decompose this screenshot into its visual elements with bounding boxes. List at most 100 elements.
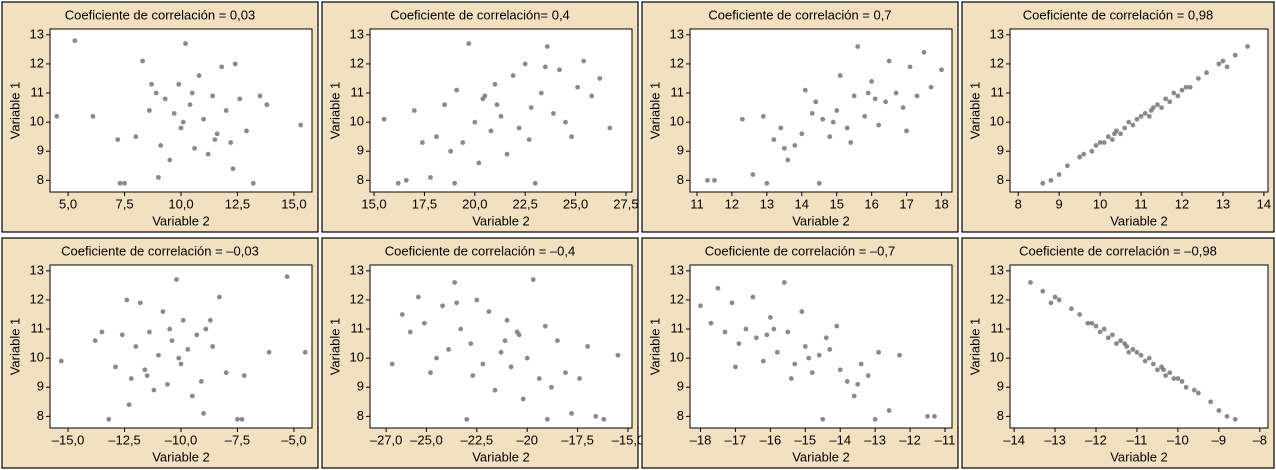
scatter-point (712, 177, 717, 183)
scatter-point (399, 312, 405, 317)
y-tick-label: 11 (351, 84, 365, 99)
scatter-point (133, 344, 139, 349)
x-tick-label: 20,0 (462, 196, 487, 211)
scatter-point (705, 177, 710, 183)
x-tick-label: 14 (1257, 196, 1271, 211)
scatter-point (563, 370, 568, 376)
scatter-point (516, 125, 522, 131)
scatter-point (601, 416, 607, 422)
scatter-point (203, 326, 209, 332)
scatter-point (1161, 367, 1166, 373)
scatter-point (715, 285, 721, 291)
x-tick-label: –13 (864, 432, 886, 447)
scatter-point (1089, 320, 1095, 326)
scatter-point (219, 64, 225, 70)
chart-title: Coeficiente de correlación = 0,03 (65, 7, 255, 22)
scatter-point (876, 122, 882, 128)
scatter-point (178, 125, 184, 131)
y-tick-label: 9 (997, 379, 1004, 394)
x-tick-label: –12,5 (108, 432, 141, 447)
y-tick-label: 12 (990, 55, 1004, 70)
scatter-point (820, 416, 826, 422)
scatter-point (216, 294, 222, 300)
scatter-point (544, 416, 550, 422)
x-tick-label: –22,5 (461, 432, 494, 447)
scatter-point (1130, 347, 1136, 352)
scatter-point (137, 300, 143, 306)
scatter-point (848, 140, 854, 145)
scatter-point (834, 323, 840, 329)
scatter-point (855, 44, 861, 49)
scatter-point (498, 113, 504, 119)
scatter-point (486, 309, 492, 314)
scatter-point (230, 166, 236, 172)
scatter-point (151, 387, 157, 393)
scatter-point (180, 119, 186, 125)
scatter-point (1150, 361, 1156, 367)
x-tick-label: –27,0 (370, 432, 403, 447)
scatter-point (210, 93, 216, 99)
scatter-point (207, 317, 213, 323)
x-tick-label: –11 (1127, 432, 1148, 447)
scatter-point (472, 119, 478, 125)
scatter-point (698, 303, 703, 309)
scatter-point (183, 41, 188, 46)
scatter-point (508, 364, 514, 370)
scatter-point (872, 96, 878, 102)
chart-panel: Coeficiente de correlación = 0,7 11 12 13 14… (641, 1, 959, 233)
scatter-point (434, 134, 439, 140)
x-tick-label: 7,5 (115, 196, 133, 211)
scatter-point (907, 64, 913, 70)
plot-area (49, 264, 313, 429)
scatter-point (872, 416, 878, 422)
scatter-point (1126, 349, 1132, 355)
scatter-point (1122, 125, 1128, 131)
scatter-point (750, 172, 756, 177)
x-tick-label: –25,0 (410, 432, 443, 447)
scatter-point (420, 140, 425, 145)
scatter-point (1089, 148, 1095, 154)
scatter-point (422, 320, 427, 326)
scatter-point (753, 335, 759, 341)
scatter-point (785, 157, 791, 163)
scatter-point (407, 329, 413, 335)
scatter-point (176, 81, 182, 87)
scatter-point (1220, 58, 1226, 64)
scatter-point (1142, 358, 1148, 364)
y-tick-label: 9 (357, 143, 364, 158)
scatter-point (722, 329, 728, 335)
scatter-point (128, 376, 134, 381)
scatter-point (167, 157, 173, 163)
x-tick-label: –15,0 (612, 432, 645, 447)
scatter-point (530, 277, 536, 282)
scatter-point (1048, 177, 1054, 183)
scatter-point (149, 81, 155, 87)
scatter-point (442, 102, 447, 108)
scatter-point (146, 329, 152, 335)
scatter-point (743, 326, 749, 332)
x-tick-label: –12 (1085, 432, 1107, 447)
scatter-point (844, 125, 850, 131)
scatter-point (257, 93, 263, 99)
x-tick-label: 16 (864, 196, 878, 211)
scatter-point (778, 125, 784, 131)
scatter-point (1114, 341, 1119, 346)
scatter-point (1163, 373, 1169, 379)
scatter-point (214, 131, 220, 137)
scatter-point (548, 384, 554, 390)
y-tick-label: 12 (350, 55, 364, 70)
x-tick-label: –10 (1167, 432, 1189, 447)
scatter-point (589, 93, 595, 99)
scatter-point (403, 177, 409, 183)
scatter-point (452, 280, 458, 285)
chart-title: Coeficiente de correlación = 0,7 (708, 7, 891, 22)
scatter-point (476, 160, 482, 166)
scatter-point (1167, 370, 1173, 376)
scatter-point (897, 352, 902, 358)
scatter-point (1171, 90, 1177, 96)
scatter-point (862, 113, 868, 119)
scatter-point (446, 347, 451, 352)
x-tick-label: –13 (1044, 432, 1066, 447)
scatter-point (126, 402, 132, 408)
scatter-point (1069, 306, 1074, 312)
